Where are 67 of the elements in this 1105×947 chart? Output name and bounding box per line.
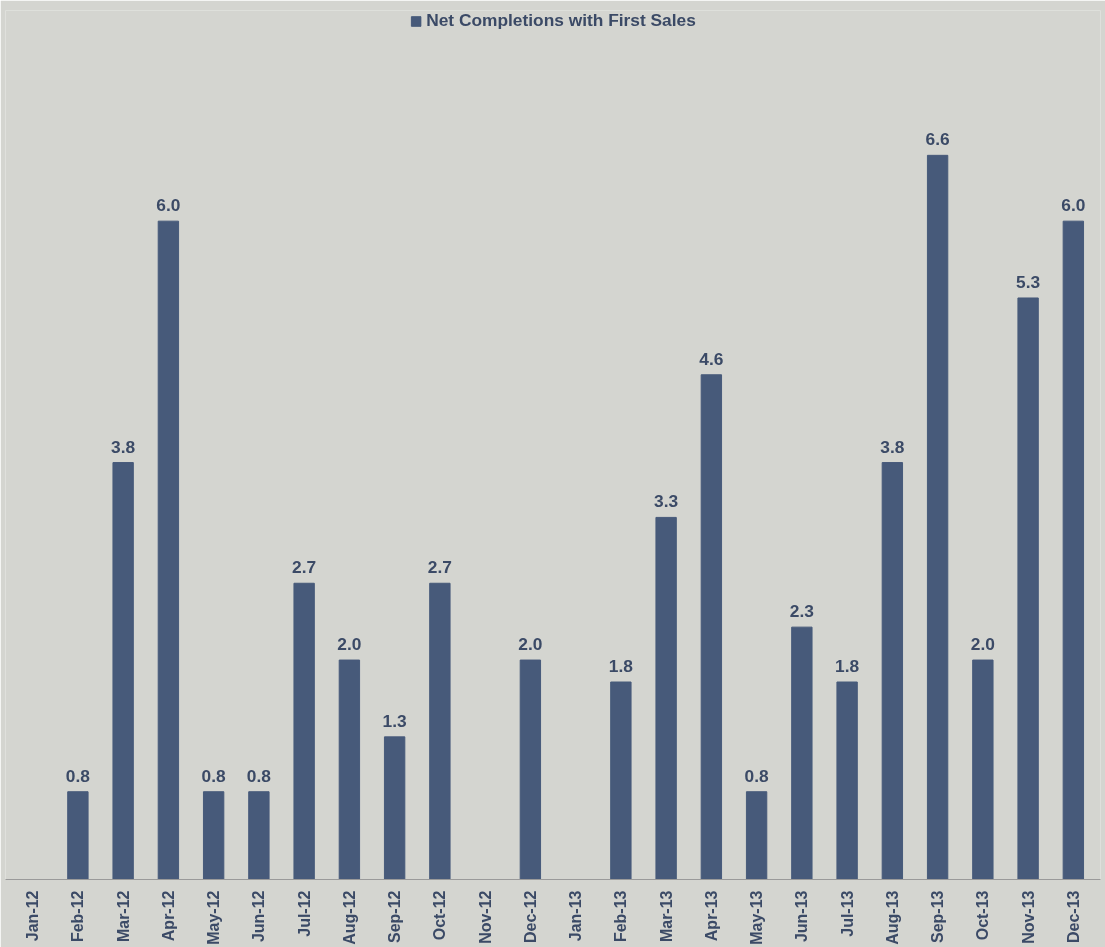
x-tick-label: Nov-12	[476, 890, 494, 944]
data-label: 6.0	[1061, 195, 1086, 216]
data-label: 4.6	[699, 348, 724, 369]
bar	[293, 582, 315, 880]
data-label: 2.7	[292, 557, 317, 578]
x-tick-label: Jan-13	[567, 890, 585, 942]
bar	[1062, 220, 1085, 880]
bar	[881, 462, 904, 880]
bar	[519, 659, 542, 880]
x-tick-label: Mar-12	[114, 890, 132, 943]
bar	[248, 791, 270, 880]
x-tick-label: Sep-13	[929, 890, 947, 943]
x-tick-label: Jul-12	[295, 890, 313, 937]
x-tick-label: Jan-12	[24, 890, 42, 942]
x-tick-label: May-13	[748, 890, 766, 945]
bar	[972, 659, 994, 880]
data-label: 2.7	[427, 557, 452, 578]
x-tick-label: Aug-12	[340, 890, 358, 945]
x-tick-label: Dec-12	[521, 890, 539, 943]
x-tick-label: Aug-13	[883, 890, 901, 945]
x-tick-label: Sep-12	[386, 890, 404, 943]
data-label: 6.6	[925, 129, 951, 150]
x-tick-label: Mar-13	[657, 890, 675, 943]
data-label: 1.8	[835, 656, 860, 676]
bar	[429, 582, 451, 880]
bar	[745, 791, 768, 880]
bar	[338, 659, 361, 880]
bar	[112, 462, 134, 880]
x-tick-label: Nov-13	[1019, 890, 1037, 944]
data-label: 2.0	[518, 634, 543, 655]
x-tick-label: Feb-12	[69, 890, 87, 943]
data-label: 2.0	[970, 634, 995, 655]
bar	[157, 220, 180, 880]
bar	[1017, 297, 1039, 880]
data-label: 3.8	[111, 436, 136, 457]
data-label: 0.8	[201, 765, 227, 786]
data-label: 3.8	[880, 436, 905, 457]
data-label: 1.3	[382, 710, 408, 731]
data-label: 6.0	[156, 195, 181, 216]
data-label: 0.8	[246, 765, 272, 786]
bar	[655, 516, 677, 880]
x-tick-label: Jul-13	[838, 890, 856, 937]
bar	[67, 791, 89, 880]
data-label: 3.3	[654, 491, 679, 512]
bar	[791, 626, 813, 880]
x-tick-label: Feb-13	[612, 890, 630, 943]
bar	[700, 374, 723, 880]
data-label: 1.8	[608, 656, 634, 676]
data-label: 0.8	[744, 765, 770, 786]
bar	[383, 736, 406, 880]
x-tick-label: Oct-13	[974, 890, 992, 941]
x-tick-label: Jun-13	[793, 890, 811, 943]
data-label: 2.3	[789, 601, 815, 622]
x-tick-label: May-12	[205, 890, 223, 945]
x-tick-label: Apr-13	[702, 890, 720, 942]
x-tick-label: Oct-12	[431, 890, 449, 941]
bar	[202, 791, 225, 880]
data-label: 5.3	[1016, 271, 1041, 292]
x-tick-label: Dec-13	[1064, 890, 1082, 943]
bar	[610, 681, 632, 880]
data-label: 0.8	[65, 765, 91, 786]
legend-label: Net Completions with First Sales	[426, 10, 696, 31]
data-label: 2.0	[337, 634, 362, 655]
x-tick-label: Apr-12	[159, 890, 177, 942]
bar	[836, 681, 858, 880]
x-tick-label: Jun-12	[250, 890, 268, 943]
bar	[926, 154, 949, 880]
